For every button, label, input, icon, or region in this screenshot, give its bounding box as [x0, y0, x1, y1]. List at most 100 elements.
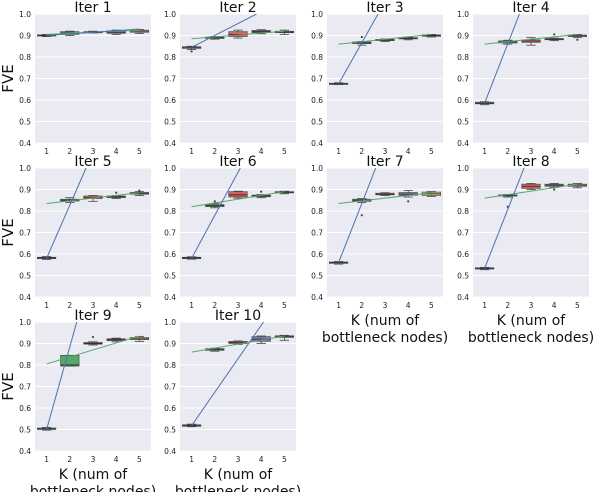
- subplot-title: Iter 9: [74, 308, 111, 324]
- y-tick-label: 0.6: [311, 96, 323, 105]
- y-tick-label: 0.9: [311, 32, 323, 41]
- x-tick-label: 4: [114, 147, 119, 156]
- x-tick-label: 3: [91, 147, 96, 156]
- linear-fit-line: [484, 14, 520, 104]
- plot-area: [37, 168, 149, 260]
- y-tick-label: 0.4: [164, 447, 176, 456]
- box-3: [521, 183, 541, 190]
- subplot-title: Iter 3: [366, 0, 403, 16]
- subplot-6: 0.4 0.5 0.6 0.7 0.8 0.9 1.0 1 2 3 4 5 Iter 6: [164, 154, 296, 310]
- x-tick-label: 3: [236, 455, 241, 464]
- x-tick-label: 3: [383, 147, 388, 156]
- x-tick-label: 2: [212, 301, 217, 310]
- y-tick-label: 0.4: [164, 139, 176, 148]
- x-tick-label: 2: [359, 147, 364, 156]
- x-axis-label-line1: K (num of: [59, 467, 128, 483]
- subplot-8: 0.4 0.5 0.6 0.7 0.8 0.9 1.0 1 2 3 4 5 Iter 8 K (num o…: [457, 154, 594, 346]
- outlier-point: [91, 335, 95, 339]
- linear-fit-line: [338, 14, 379, 85]
- y-tick-label: 0.7: [19, 229, 31, 238]
- y-tick-label: 1.0: [311, 10, 323, 19]
- y-tick-label: 0.6: [164, 250, 176, 259]
- y-tick-label: 0.9: [457, 32, 469, 41]
- x-tick-label: 5: [429, 301, 434, 310]
- y-tick-label: 1.0: [19, 318, 31, 327]
- x-tick-label: 1: [189, 301, 194, 310]
- y-tick-label: 0.5: [457, 272, 469, 281]
- outlier-point: [190, 50, 193, 53]
- y-tick-label: 0.6: [19, 404, 31, 413]
- x-tick-label: 1: [44, 147, 49, 156]
- y-tick-label: 0.5: [457, 118, 469, 127]
- x-tick-label: 5: [429, 147, 434, 156]
- x-axis-label-line2: bottleneck nodes): [322, 330, 448, 346]
- y-tick-label: 0.4: [19, 447, 31, 456]
- y-axis-label: FVE: [0, 64, 17, 92]
- log-fit-line: [46, 335, 140, 365]
- y-tick-label: 0.9: [457, 186, 469, 195]
- x-tick-label: 4: [552, 301, 557, 310]
- outlier-point: [138, 189, 141, 192]
- x-tick-label: 4: [259, 301, 264, 310]
- subplot-title: Iter 10: [215, 308, 261, 324]
- subplot-2: 0.4 0.5 0.6 0.7 0.8 0.9 1.0 1 2 3 4 5 Iter 2: [164, 0, 296, 156]
- y-tick-label: 0.5: [164, 272, 176, 281]
- x-tick-label: 2: [212, 147, 217, 156]
- y-tick-label: 0.7: [164, 383, 176, 392]
- x-axis-label-line1: K (num of: [204, 467, 273, 483]
- x-tick-label: 1: [482, 147, 487, 156]
- x-tick-label: 3: [91, 301, 96, 310]
- x-tick-label: 2: [359, 301, 364, 310]
- box-4: [544, 183, 564, 191]
- x-tick-label: 1: [336, 301, 341, 310]
- outlier-point: [407, 200, 410, 203]
- subplot-10: 0.4 0.5 0.6 0.7 0.8 0.9 1.0 1 2 3 4 5 Iter 10 K (num …: [164, 308, 301, 492]
- x-axis-label-line2: bottleneck nodes): [30, 484, 156, 492]
- linear-fit-line: [191, 322, 264, 426]
- x-tick-label: 3: [236, 301, 241, 310]
- y-tick-label: 0.8: [19, 361, 31, 370]
- plot-area: [182, 14, 294, 53]
- y-axis-label: FVE: [0, 372, 17, 400]
- log-fit-line: [338, 33, 432, 45]
- y-tick-label: 0.7: [457, 229, 469, 238]
- box-5: [129, 189, 149, 196]
- y-tick-label: 1.0: [19, 164, 31, 173]
- y-tick-label: 0.9: [19, 32, 31, 41]
- y-tick-label: 0.7: [19, 75, 31, 84]
- box-body: [60, 355, 80, 367]
- subplot-7: 0.4 0.5 0.6 0.7 0.8 0.9 1.0 1 2 3 4 5 Iter 7 K (num o…: [311, 154, 448, 346]
- y-tick-label: 0.5: [311, 118, 323, 127]
- y-tick-label: 0.5: [19, 272, 31, 281]
- y-tick-label: 0.4: [311, 139, 323, 148]
- x-tick-label: 5: [575, 301, 580, 310]
- y-tick-label: 0.8: [457, 53, 469, 62]
- plot-area: [329, 168, 441, 265]
- x-tick-label: 3: [529, 147, 534, 156]
- plot-area: [475, 168, 587, 271]
- subplot-3: 0.4 0.5 0.6 0.7 0.8 0.9 1.0 1 2 3 4 5 Iter 3: [311, 0, 443, 156]
- x-tick-label: 2: [67, 301, 72, 310]
- x-tick-label: 2: [67, 455, 72, 464]
- x-tick-label: 4: [114, 301, 119, 310]
- x-tick-label: 4: [406, 147, 411, 156]
- y-tick-label: 0.5: [311, 272, 323, 281]
- x-tick-label: 1: [189, 147, 194, 156]
- outlier-point: [360, 214, 363, 217]
- y-tick-label: 0.9: [164, 186, 176, 195]
- subplot-1: 0.4 0.5 0.6 0.7 0.8 0.9 1.0 1 2 3 4 5 Iter 1 FVE: [0, 0, 151, 156]
- subplot-title: Iter 6: [219, 154, 256, 170]
- box-3: [375, 192, 395, 196]
- subplot-4: 0.4 0.5 0.6 0.7 0.8 0.9 1.0 1 2 3 4 5 Iter 4: [457, 0, 589, 156]
- linear-fit-line: [46, 322, 78, 430]
- subplot-title: Iter 7: [366, 154, 403, 170]
- subplot-title: Iter 8: [512, 154, 549, 170]
- plot-area: [475, 14, 587, 106]
- y-tick-label: 0.9: [19, 186, 31, 195]
- x-tick-label: 5: [282, 301, 287, 310]
- y-tick-label: 0.8: [164, 207, 176, 216]
- plot-area: [37, 322, 149, 431]
- y-tick-label: 1.0: [311, 164, 323, 173]
- y-tick-label: 0.8: [457, 207, 469, 216]
- y-tick-label: 0.7: [19, 383, 31, 392]
